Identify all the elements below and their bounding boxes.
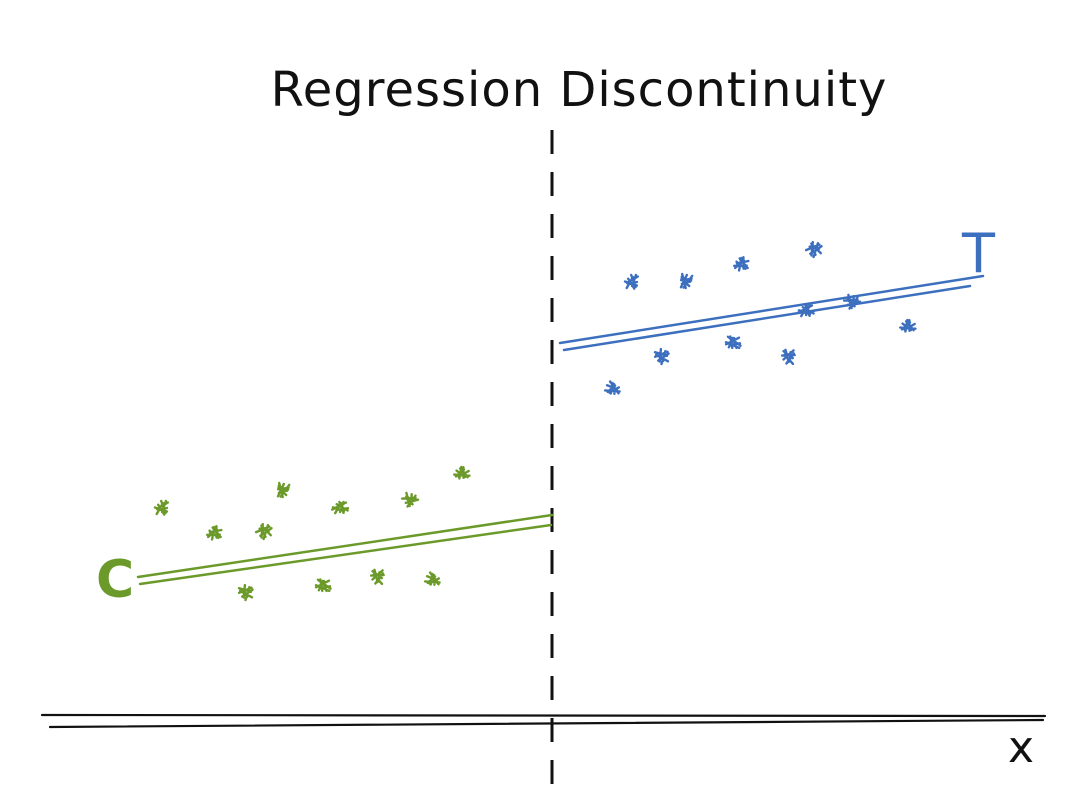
treatment-points	[603, 240, 917, 395]
scatter-point	[331, 500, 350, 515]
scatter-point	[804, 240, 823, 259]
scatter-point	[369, 568, 385, 586]
x-axis-label: x	[1008, 722, 1035, 773]
scatter-point	[400, 491, 420, 508]
control-regression-line	[136, 513, 554, 586]
scatter-point	[603, 380, 621, 395]
scatter-point	[276, 481, 291, 499]
scatter-point	[797, 303, 816, 318]
scatter-point	[254, 522, 273, 541]
scatter-point	[153, 499, 169, 516]
treatment-regression-line	[558, 274, 985, 352]
control-points	[153, 465, 471, 602]
scatter-point	[623, 273, 639, 290]
scatter-point	[206, 525, 223, 541]
scatter-point	[423, 571, 441, 586]
scatter-point	[842, 293, 862, 310]
page-title: Regression Discontinuity	[270, 62, 888, 118]
scatter-point	[780, 348, 796, 366]
scatter-point	[724, 335, 742, 350]
treatment-label: T	[962, 222, 995, 285]
scatter-point	[733, 256, 750, 272]
scatter-point	[453, 465, 471, 480]
scatter-point	[653, 347, 670, 366]
control-label: C	[96, 550, 135, 610]
scatter-point	[314, 578, 332, 593]
x-axis	[40, 713, 1047, 729]
scatter-point	[899, 318, 917, 333]
scatter-point	[679, 272, 694, 290]
scatter-point	[237, 583, 254, 602]
